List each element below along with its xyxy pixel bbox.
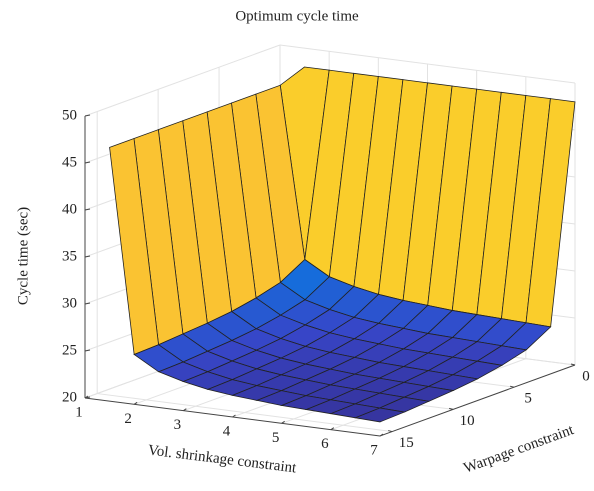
surface-cell xyxy=(353,407,406,423)
z-tick xyxy=(84,349,91,352)
chart-title: Optimum cycle time xyxy=(235,8,359,24)
y-tick-label: 15 xyxy=(399,435,414,451)
z-tick xyxy=(84,114,91,117)
y-tick xyxy=(509,385,515,388)
y-tick-label: 5 xyxy=(524,391,532,407)
x-tick-label: 3 xyxy=(174,417,182,433)
y-tick xyxy=(570,363,576,366)
axis-line xyxy=(379,364,576,437)
z-tick xyxy=(84,161,91,164)
grid-line xyxy=(84,44,281,117)
z-tick xyxy=(84,302,91,305)
y-tick xyxy=(449,407,454,410)
z-axis-label: Cycle time (sec) xyxy=(15,207,31,305)
x-tick xyxy=(281,420,285,424)
z-tick-label: 50 xyxy=(62,107,77,123)
y-tick-label: 0 xyxy=(582,368,590,384)
x-tick xyxy=(183,408,187,412)
z-tick-label: 45 xyxy=(62,154,77,170)
y-tick-label: 10 xyxy=(460,413,475,429)
x-tick xyxy=(330,427,335,431)
z-tick-label: 40 xyxy=(62,201,77,217)
z-tick xyxy=(84,208,91,211)
x-tick-label: 2 xyxy=(124,411,132,427)
x-tick-label: 5 xyxy=(272,430,280,446)
z-tick-label: 35 xyxy=(62,248,77,264)
z-tick-label: 25 xyxy=(62,342,77,358)
x-tick xyxy=(84,395,89,399)
grid-line xyxy=(97,393,393,433)
x-tick-label: 7 xyxy=(370,442,378,458)
z-tick xyxy=(84,255,91,258)
x-tick xyxy=(133,401,138,405)
x-axis-label: Vol. shrinkage constraint xyxy=(147,442,298,476)
y-tick xyxy=(388,430,393,433)
x-tick-label: 1 xyxy=(75,404,83,420)
x-tick-label: 6 xyxy=(321,436,329,452)
x-tick xyxy=(379,433,384,437)
x-tick xyxy=(232,414,236,418)
z-tick-label: 30 xyxy=(62,295,77,311)
y-axis-label: Warpage constraint xyxy=(462,422,577,477)
z-tick-label: 20 xyxy=(62,389,77,405)
x-tick-label: 4 xyxy=(223,423,231,439)
